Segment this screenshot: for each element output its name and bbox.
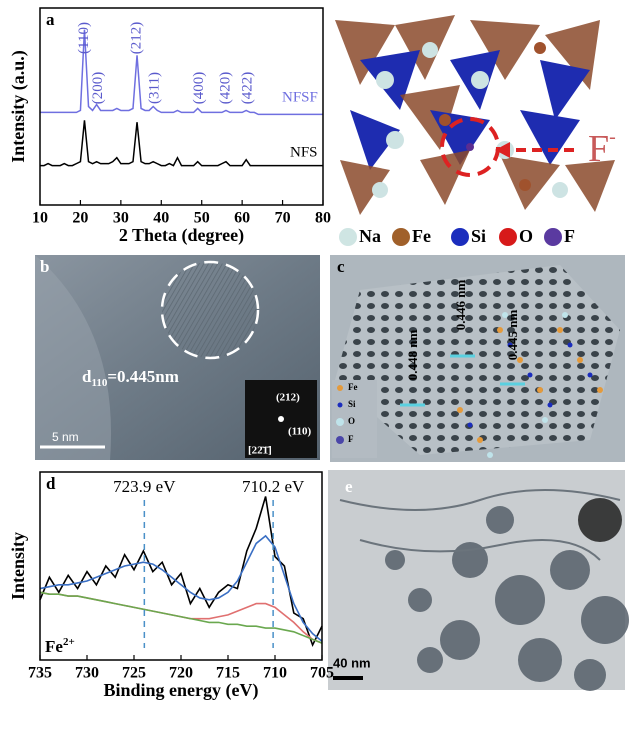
legend-swatch (392, 228, 410, 246)
reference-label: 723.9 eV (113, 477, 176, 496)
panel-label: b (40, 257, 49, 276)
panel-label: c (337, 257, 345, 276)
legend-swatch (339, 228, 357, 246)
series-label: NFSF (282, 89, 318, 105)
x-tick-label: 80 (315, 210, 331, 227)
data-line (40, 120, 323, 167)
legend-label: O (519, 226, 533, 246)
inset-label: [22̄1̄] (248, 445, 272, 457)
x-tick-label: 50 (194, 210, 210, 227)
x-axis-title: 2 Theta (degree) (119, 225, 244, 246)
spacing-label: 0.445 nm (505, 310, 520, 361)
spacing-label: 0.446 nm (453, 280, 468, 331)
series-label: NFS (290, 144, 318, 160)
peak-label: (420) (217, 72, 233, 105)
data-line (39, 591, 323, 644)
data-line (39, 496, 323, 647)
legend-label: O (348, 416, 355, 426)
x-tick-label: 10 (32, 210, 48, 227)
inset-label: (110) (288, 426, 312, 438)
structure-legend: Na Fe Si O F (339, 226, 575, 246)
panel-c: c 0.448 nm 0.446 nm 0.445 nm Fe Si O F (330, 255, 625, 462)
peak-label: (422) (240, 72, 256, 105)
panel-e: e 40 nm (328, 470, 629, 691)
legend-label: F (564, 226, 575, 246)
panel-label: a (46, 10, 55, 29)
peak-label: (110) (76, 22, 92, 54)
legend-label: Fe (348, 382, 358, 392)
legend-swatch (544, 228, 562, 246)
peak-label: (400) (191, 72, 207, 105)
reference-label: 710.2 eV (242, 477, 305, 496)
ion-label: F- (588, 126, 616, 170)
peak-label: (200) (90, 72, 106, 105)
scale-bar-label: 40 nm (333, 655, 371, 670)
x-tick-label: 730 (75, 665, 99, 682)
inset-label: (212) (276, 392, 300, 404)
species-base: Fe (45, 637, 63, 656)
plot-frame (39, 7, 324, 206)
x-tick-label: 30 (113, 210, 129, 227)
legend-label: Si (471, 226, 486, 246)
x-tick-label: 710 (263, 665, 287, 682)
x-tick-label: 70 (275, 210, 291, 227)
x-tick-label: 705 (310, 665, 334, 682)
x-tick-label: 60 (234, 210, 250, 227)
panel-label: d (46, 474, 56, 493)
x-tick-label: 40 (153, 210, 169, 227)
data-line (40, 29, 323, 116)
x-axis-title: Binding energy (eV) (104, 680, 259, 701)
spacing-label: 0.448 nm (405, 330, 420, 381)
legend-label: Na (359, 226, 381, 246)
panel-b: b d110=0.445nm 5 nm (212) (110) [22̄1̄] (35, 255, 320, 460)
panel-label: e (345, 477, 353, 496)
legend-swatch (451, 228, 469, 246)
legend-label: Fe (412, 226, 431, 246)
data-line (39, 591, 323, 644)
y-axis-title: Intensity (8, 532, 28, 600)
peak-label: (311) (147, 72, 163, 104)
plot-frame (39, 471, 323, 661)
x-tick-label: 715 (216, 665, 240, 682)
y-axis-title: Intensity (a.u.) (8, 50, 29, 163)
peak-label: (212) (128, 22, 144, 55)
x-tick-label: 735 (28, 665, 52, 682)
x-tick-label: 20 (72, 210, 88, 227)
scale-bar-label: 5 nm (52, 430, 79, 444)
data-line (39, 534, 323, 642)
spacing-label: d110=0.445nm (82, 367, 179, 389)
x-tick-label: 720 (169, 665, 193, 682)
legend-label: F (348, 434, 354, 444)
legend-label: Si (348, 399, 356, 409)
crystal-structure: F- (335, 15, 616, 215)
legend-swatch (499, 228, 517, 246)
x-tick-label: 725 (122, 665, 146, 682)
species-sup: 2+ (63, 636, 75, 648)
species-label: Fe2+ (45, 636, 75, 656)
